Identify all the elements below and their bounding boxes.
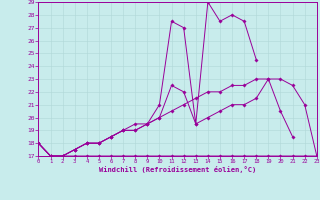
X-axis label: Windchill (Refroidissement éolien,°C): Windchill (Refroidissement éolien,°C) [99, 166, 256, 173]
